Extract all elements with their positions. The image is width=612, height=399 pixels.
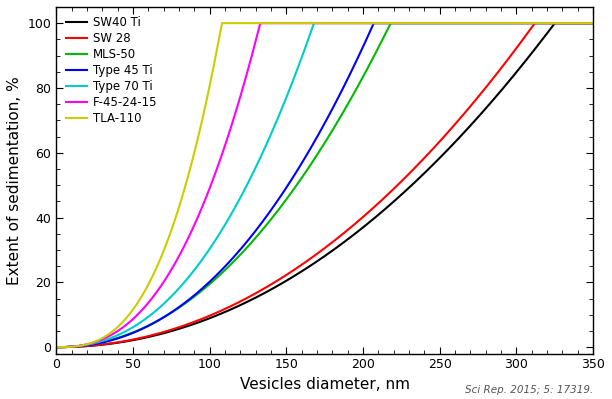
Type 45 Ti: [258, 221, 265, 226]
TLA-110: [53, 345, 60, 350]
TLA-110: [375, 21, 382, 26]
SW 28: [375, 201, 382, 206]
TLA-110: [258, 21, 265, 26]
TLA-110: [402, 21, 409, 26]
MLS-50: [258, 229, 265, 233]
Line: SW 28: SW 28: [56, 23, 593, 347]
Type 70 Ti: [494, 21, 501, 26]
Type 70 Ti: [402, 21, 409, 26]
SW 28: [53, 345, 60, 350]
Line: Type 70 Ti: Type 70 Ti: [56, 23, 593, 347]
MLS-50: [453, 21, 461, 26]
Type 45 Ti: [53, 345, 60, 350]
Text: Sci Rep. 2015; 5: 17319.: Sci Rep. 2015; 5: 17319.: [465, 385, 594, 395]
SW40 Ti: [589, 21, 597, 26]
Line: Type 45 Ti: Type 45 Ti: [56, 23, 593, 347]
F-45-24-15: [53, 345, 60, 350]
MLS-50: [387, 21, 394, 26]
MLS-50: [494, 21, 501, 26]
SW40 Ti: [53, 345, 60, 350]
F-45-24-15: [453, 21, 461, 26]
TLA-110: [150, 271, 157, 276]
F-45-24-15: [589, 21, 597, 26]
SW40 Ti: [551, 21, 558, 26]
Type 70 Ti: [310, 21, 318, 26]
F-45-24-15: [402, 21, 409, 26]
Line: MLS-50: MLS-50: [56, 23, 593, 347]
F-45-24-15: [375, 21, 382, 26]
SW 28: [401, 175, 409, 180]
F-45-24-15: [258, 21, 265, 26]
Type 45 Ti: [150, 321, 157, 326]
MLS-50: [53, 345, 60, 350]
SW 28: [258, 288, 265, 292]
Y-axis label: Extent of sedimentation, %: Extent of sedimentation, %: [7, 76, 22, 284]
SW 28: [589, 21, 597, 26]
Line: TLA-110: TLA-110: [56, 23, 593, 347]
Type 45 Ti: [589, 21, 597, 26]
MLS-50: [375, 45, 382, 50]
Type 70 Ti: [589, 21, 597, 26]
Line: F-45-24-15: F-45-24-15: [56, 23, 593, 347]
Type 45 Ti: [402, 21, 409, 26]
TLA-110: [589, 21, 597, 26]
SW40 Ti: [375, 213, 382, 217]
SW 28: [150, 332, 157, 337]
SW40 Ti: [258, 292, 265, 297]
Type 45 Ti: [494, 21, 501, 26]
TLA-110: [218, 21, 226, 26]
MLS-50: [402, 21, 409, 26]
SW 28: [453, 120, 460, 124]
TLA-110: [453, 21, 461, 26]
SW 28: [494, 70, 501, 75]
Line: SW40 Ti: SW40 Ti: [56, 23, 593, 347]
F-45-24-15: [494, 21, 501, 26]
F-45-24-15: [150, 294, 157, 298]
Legend: SW40 Ti, SW 28, MLS-50, Type 45 Ti, Type 70 Ti, F-45-24-15, TLA-110: SW40 Ti, SW 28, MLS-50, Type 45 Ti, Type…: [62, 13, 161, 128]
SW40 Ti: [150, 333, 157, 338]
X-axis label: Vesicles diameter, nm: Vesicles diameter, nm: [240, 377, 409, 392]
MLS-50: [150, 320, 157, 325]
TLA-110: [494, 21, 501, 26]
Type 70 Ti: [150, 310, 157, 315]
Type 45 Ti: [370, 21, 378, 26]
MLS-50: [589, 21, 597, 26]
Type 70 Ti: [375, 21, 382, 26]
Type 70 Ti: [258, 153, 265, 158]
F-45-24-15: [256, 21, 264, 26]
SW40 Ti: [453, 138, 460, 142]
SW40 Ti: [494, 92, 501, 97]
SW 28: [531, 21, 539, 26]
SW40 Ti: [401, 189, 409, 194]
Type 45 Ti: [375, 21, 382, 26]
Type 70 Ti: [53, 345, 60, 350]
Type 45 Ti: [453, 21, 461, 26]
Type 70 Ti: [453, 21, 461, 26]
